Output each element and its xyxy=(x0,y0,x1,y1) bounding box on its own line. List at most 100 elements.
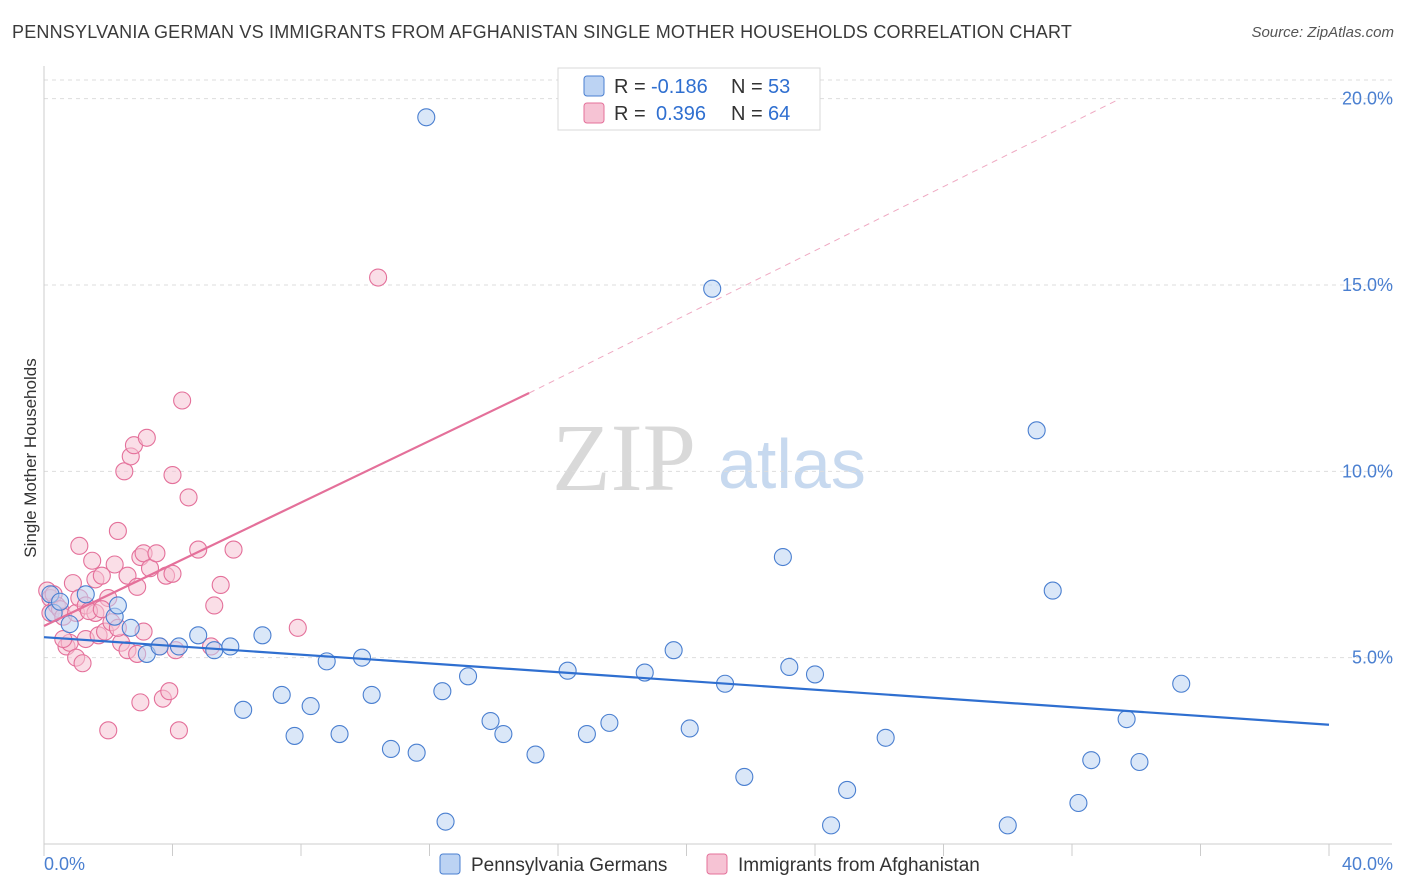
pennsylvania-point xyxy=(494,725,513,744)
pennsylvania-point xyxy=(1043,581,1062,600)
pennsylvania-point xyxy=(51,592,70,611)
pennsylvania-point xyxy=(108,596,127,615)
pennsylvania-point xyxy=(330,725,349,744)
afghanistan-point xyxy=(160,682,179,701)
pennsylvania-point xyxy=(664,641,683,660)
pennsylvania-point xyxy=(189,626,208,645)
legend-swatch-pink xyxy=(583,102,605,124)
pennsylvania-point xyxy=(121,618,140,637)
legend-n-value-pink: 64 xyxy=(768,103,790,125)
afghanistan-point xyxy=(105,555,124,574)
axes xyxy=(43,66,1392,856)
trend-lines xyxy=(43,98,1330,726)
pennsylvania-point xyxy=(822,816,841,835)
pennsylvania-point xyxy=(458,667,478,686)
correlation-legend: R = -0.186 N = 53 R = 0.396 N = 64 xyxy=(557,67,821,131)
series-legend-swatch-pennsylvania xyxy=(439,853,461,875)
pennsylvania-point xyxy=(433,682,452,701)
x-tick-label-min: 0.0% xyxy=(44,854,85,874)
pennsylvania-point xyxy=(481,711,500,731)
afghanistan-point xyxy=(179,488,198,507)
pennsylvania-point xyxy=(1172,674,1191,693)
afghanistan-point xyxy=(99,721,118,740)
x-tick-label-max: 40.0% xyxy=(1342,854,1393,874)
pennsylvania-point xyxy=(1082,751,1101,770)
pennsylvania-point xyxy=(703,279,722,298)
afghanistan-point xyxy=(131,693,150,712)
pennsylvania-point xyxy=(362,685,381,704)
pennsylvania-point xyxy=(301,697,320,716)
pennsylvania-point xyxy=(526,745,545,764)
pennsylvania-point xyxy=(1130,752,1149,772)
pennsylvania-point xyxy=(76,585,95,604)
grid-lines xyxy=(44,79,1392,659)
afghanistan-point xyxy=(83,551,102,570)
afghanistan-point xyxy=(224,540,243,559)
afghanistan-point xyxy=(92,566,111,585)
pennsylvania-point xyxy=(253,626,272,645)
afghanistan-trend-extension xyxy=(528,98,1121,394)
pennsylvania-point xyxy=(773,547,792,567)
y-tick-label: 15.0% xyxy=(1342,275,1393,295)
pennsylvania-point xyxy=(407,743,426,762)
chart-title: PENNSYLVANIA GERMAN VS IMMIGRANTS FROM A… xyxy=(12,22,1073,42)
source-label: Source: ZipAtlas.com xyxy=(1251,24,1394,41)
pennsylvania-point xyxy=(417,108,436,127)
pennsylvania-point xyxy=(577,725,596,744)
pennsylvania-point xyxy=(1027,421,1046,440)
series-legend-label-afghanistan: Immigrants from Afghanistan xyxy=(738,855,980,876)
legend-swatch-blue xyxy=(583,75,605,97)
afghanistan-point xyxy=(288,618,307,637)
pennsylvania-point xyxy=(234,700,253,719)
afghanistan-point xyxy=(369,268,388,287)
afghanistan-point xyxy=(205,596,224,615)
legend-r-label-pink: R = xyxy=(614,103,646,125)
legend-n-value-blue: 53 xyxy=(768,76,790,98)
watermark-atlas: atlas xyxy=(718,425,866,503)
y-tick-labels: 5.0% 10.0% 15.0% 20.0% xyxy=(1342,89,1393,668)
afghanistan-point xyxy=(115,462,134,481)
afghanistan-point xyxy=(108,521,127,540)
pennsylvania-point xyxy=(272,685,291,704)
afghanistan-point xyxy=(73,654,92,673)
pennsylvania-point xyxy=(680,719,699,738)
y-tick-label: 20.0% xyxy=(1342,89,1393,109)
y-tick-label: 5.0% xyxy=(1352,648,1393,668)
pennsylvania-point xyxy=(838,780,857,800)
watermark: ZIP atlas xyxy=(552,404,866,511)
afghanistan-trend-line xyxy=(43,392,530,627)
legend-r-value-pink: 0.396 xyxy=(656,103,706,125)
pennsylvania-point xyxy=(381,739,401,759)
pennsylvania-point xyxy=(285,726,304,745)
pennsylvania-point xyxy=(780,657,799,677)
afghanistan-point xyxy=(137,428,156,447)
afghanistan-point xyxy=(70,536,89,555)
y-axis-title: Single Mother Households xyxy=(21,358,40,557)
series-legend-label-pennsylvania: Pennsylvania Germans xyxy=(471,855,667,876)
legend-r-label-blue: R = xyxy=(614,76,646,98)
pennsylvania-point xyxy=(998,816,1017,835)
pennsylvania-point xyxy=(558,661,577,680)
afghanistan-point xyxy=(163,465,182,485)
series-legend-swatch-afghanistan xyxy=(706,853,728,875)
legend-n-label-blue: N = xyxy=(731,76,763,98)
watermark-zip: ZIP xyxy=(552,404,696,511)
afghanistan-point xyxy=(173,391,192,410)
pennsylvania-point xyxy=(221,637,240,656)
afghanistan-point xyxy=(147,544,166,563)
afghanistan-point xyxy=(211,575,230,595)
pennsylvania-point xyxy=(1117,710,1136,729)
legend-n-label-pink: N = xyxy=(731,103,763,125)
pennsylvania-point xyxy=(876,728,895,747)
afghanistan-point xyxy=(63,574,82,593)
pennsylvania-point xyxy=(805,665,825,684)
x-tick-labels: 0.0% 40.0% xyxy=(44,854,1393,874)
pennsylvania-point xyxy=(600,713,619,732)
pennsylvania-trend-line xyxy=(43,636,1330,726)
pennsylvania-point xyxy=(60,615,79,634)
pennsylvania-point xyxy=(436,812,455,831)
series-legend: Pennsylvania Germans Immigrants from Afg… xyxy=(439,853,980,876)
pennsylvania-point xyxy=(735,767,754,786)
y-tick-label: 10.0% xyxy=(1342,461,1393,481)
